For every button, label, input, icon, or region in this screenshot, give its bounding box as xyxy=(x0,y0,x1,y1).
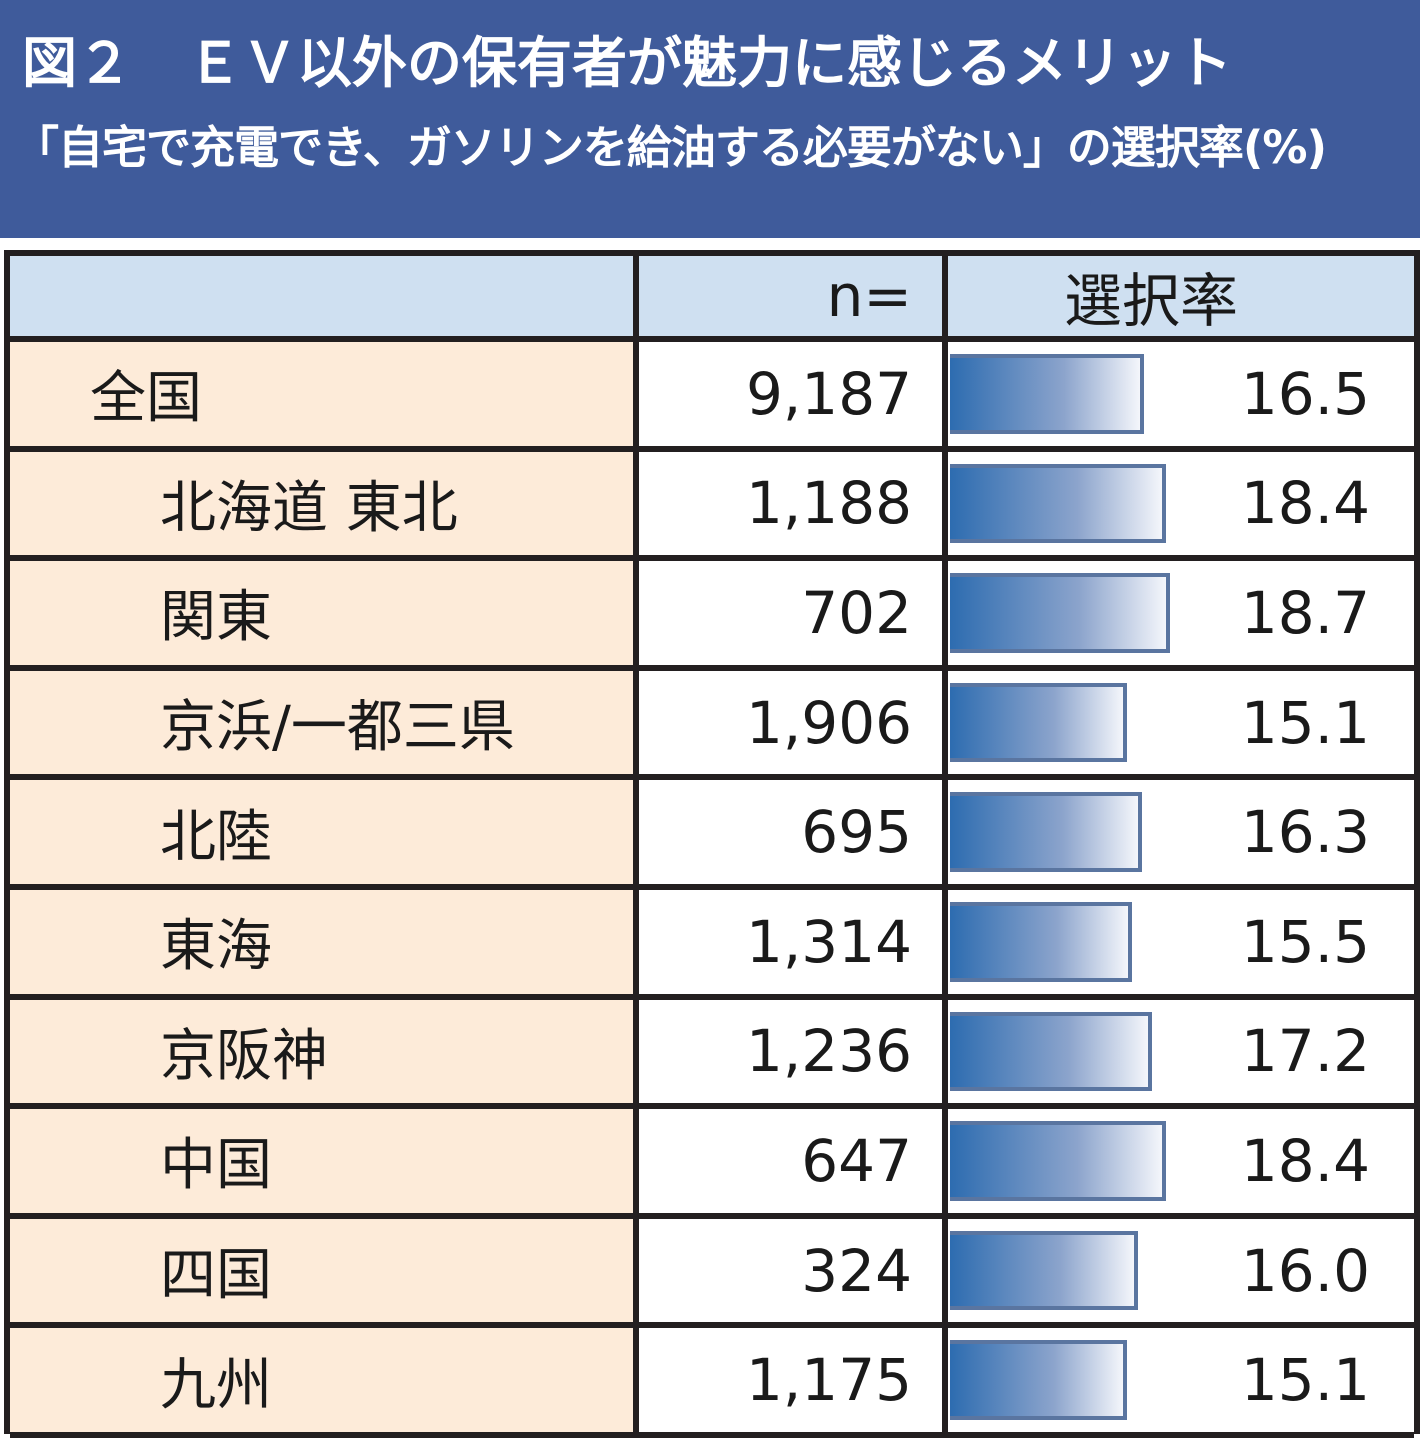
rate-label: 15.1 xyxy=(1240,1346,1370,1415)
rate-label: 16.3 xyxy=(1240,798,1370,867)
rate-bar xyxy=(950,1230,1138,1311)
table-row: 中国 647 18.4 xyxy=(10,1109,1414,1219)
rate-bar xyxy=(950,573,1170,653)
n-value: 1,314 xyxy=(639,890,948,994)
region-label: 東海 xyxy=(10,890,639,994)
rate-cell: 18.7 xyxy=(948,561,1414,665)
n-value: 324 xyxy=(639,1218,948,1323)
region-label: 関東 xyxy=(10,561,639,665)
rate-bar xyxy=(950,792,1142,872)
rate-bar xyxy=(950,463,1167,544)
rate-cell: 16.5 xyxy=(948,342,1414,446)
rate-label: 18.4 xyxy=(1240,469,1370,538)
header-n: n= xyxy=(639,256,948,336)
region-label: 九州 xyxy=(10,1328,639,1432)
rate-label: 17.2 xyxy=(1240,1017,1370,1086)
table-row: 京浜/一都三県 1,906 15.1 xyxy=(10,670,1414,781)
rate-label: 18.7 xyxy=(1240,578,1370,647)
n-value: 702 xyxy=(639,561,948,665)
rate-cell: 15.1 xyxy=(948,1328,1414,1432)
table-row: 全国 9,187 16.5 xyxy=(10,342,1414,452)
rate-cell: 15.5 xyxy=(948,890,1414,994)
rate-bar xyxy=(950,682,1128,763)
chart-subtitle: 「自宅で充電でき、ガソリンを給油する必要がない」の選択率(%) xyxy=(14,121,1327,174)
table-row: 九州 1,175 15.1 xyxy=(10,1328,1414,1438)
header-rate: 選択率 xyxy=(948,256,1414,336)
rate-bar xyxy=(950,1340,1128,1420)
n-value: 1,188 xyxy=(639,451,948,556)
table-row: 四国 324 16.0 xyxy=(10,1218,1414,1329)
rate-cell: 17.2 xyxy=(948,1000,1414,1104)
n-value: 695 xyxy=(639,780,948,884)
rate-label: 15.1 xyxy=(1240,688,1370,757)
rate-label: 15.5 xyxy=(1240,907,1370,976)
n-value: 1,236 xyxy=(639,999,948,1104)
table-row: 京阪神 1,236 17.2 xyxy=(10,999,1414,1110)
region-label: 京浜/一都三県 xyxy=(10,670,639,775)
rate-label: 18.4 xyxy=(1240,1126,1370,1195)
table-row: 北陸 695 16.3 xyxy=(10,780,1414,890)
region-label: 全国 xyxy=(10,342,639,446)
rate-cell: 18.4 xyxy=(948,1109,1414,1213)
rate-cell: 16.3 xyxy=(948,780,1414,884)
region-label: 中国 xyxy=(10,1109,639,1213)
table-row: 東海 1,314 15.5 xyxy=(10,890,1414,1000)
rate-cell: 16.0 xyxy=(948,1219,1414,1323)
data-table: n= 選択率 全国 9,187 16.5 北海道 東北 1,188 18.4 関東 … xyxy=(4,250,1420,1438)
header-region xyxy=(10,256,639,336)
region-label: 北海道 東北 xyxy=(10,451,639,556)
chart-title: 図２ ＥＶ以外の保有者が魅力に感じるメリット xyxy=(22,31,1233,95)
n-value: 9,187 xyxy=(639,342,948,446)
region-label: 四国 xyxy=(10,1218,639,1323)
region-label: 京阪神 xyxy=(10,999,639,1104)
n-value: 647 xyxy=(639,1109,948,1213)
table-row: 関東 702 18.7 xyxy=(10,561,1414,671)
n-value: 1,906 xyxy=(639,670,948,775)
rate-label: 16.0 xyxy=(1240,1236,1370,1305)
rate-bar xyxy=(950,902,1133,982)
rate-bar xyxy=(950,354,1144,434)
n-value: 1,175 xyxy=(639,1328,948,1432)
header-row: n= 選択率 xyxy=(10,256,1414,342)
rate-bar xyxy=(950,1121,1167,1201)
rate-label: 16.5 xyxy=(1240,359,1370,428)
region-label: 北陸 xyxy=(10,780,639,884)
table-row: 北海道 東北 1,188 18.4 xyxy=(10,451,1414,562)
title-banner: 図２ ＥＶ以外の保有者が魅力に感じるメリット 「自宅で充電でき、ガソリンを給油す… xyxy=(0,0,1420,238)
rate-bar xyxy=(950,1011,1153,1092)
rate-cell: 15.1 xyxy=(948,671,1414,775)
rate-cell: 18.4 xyxy=(948,452,1414,556)
